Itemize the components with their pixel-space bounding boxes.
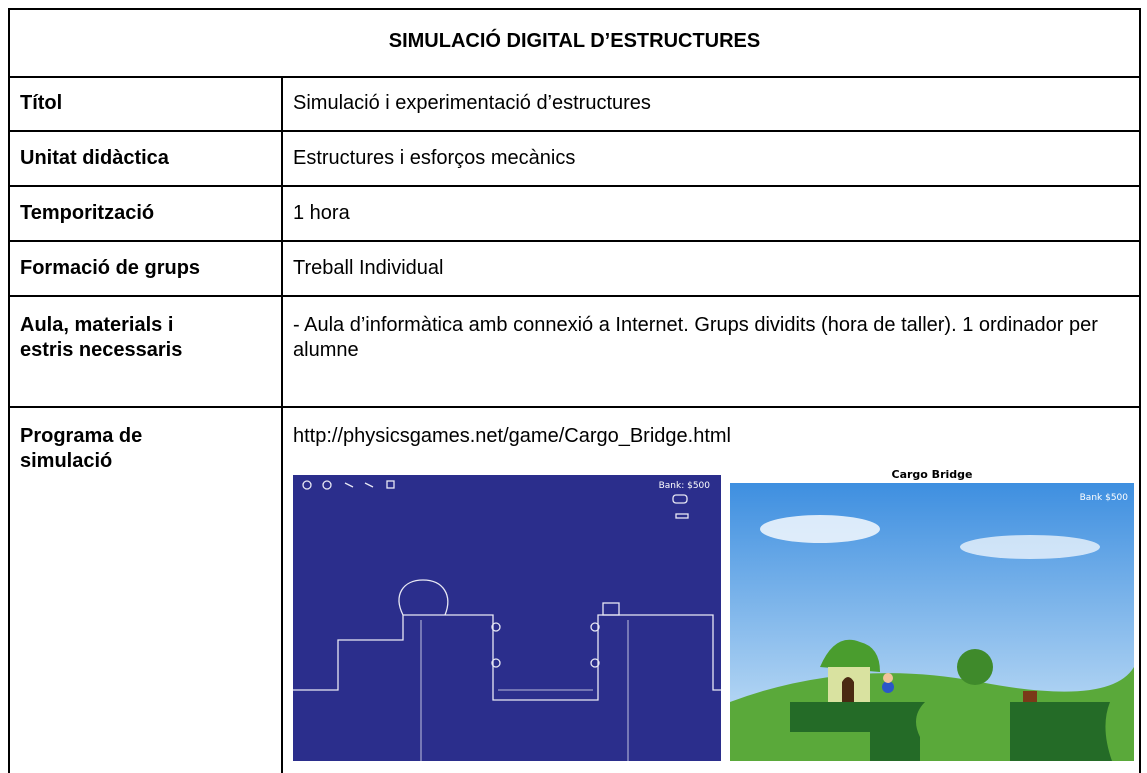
border [8, 240, 1141, 242]
border [8, 185, 1141, 187]
row-label: Unitat didàctica [20, 147, 169, 169]
row-label: Programa de simulació [20, 425, 143, 472]
row-value: Simulació i experimentació d’estructures [293, 92, 651, 114]
bank-label: Bank $500 [1080, 493, 1129, 503]
border [8, 406, 1141, 408]
border [1139, 8, 1141, 773]
row-label: Formació de grups [20, 257, 201, 279]
bank-label: Bank: $500 [659, 481, 711, 491]
border [8, 8, 10, 773]
row-value: Treball Individual [293, 257, 444, 279]
row-label: Títol [20, 92, 63, 114]
row-value: http://physicsgames.net/game/Cargo_Bridg… [293, 425, 731, 447]
row-label: Temporització [20, 202, 155, 224]
game-screenshot: Cargo Bridge Bank $500 [730, 467, 1134, 761]
blueprint-screenshot: Bank: $500 [293, 475, 721, 761]
border [8, 130, 1141, 132]
border [8, 8, 1141, 10]
table-title: SIMULACIÓ DIGITAL D’ESTRUCTURES [388, 30, 761, 52]
border [8, 76, 1141, 78]
row-value: 1 hora [293, 202, 350, 224]
row-value: Estructures i esforços mecànics [293, 147, 576, 169]
game-title: Cargo Bridge [892, 468, 973, 481]
border [281, 77, 283, 773]
row-value: - Aula d’informàtica amb connexió a Inte… [293, 314, 1098, 361]
border [8, 295, 1141, 297]
row-label: Aula, materials i estris necessaris [20, 314, 183, 361]
